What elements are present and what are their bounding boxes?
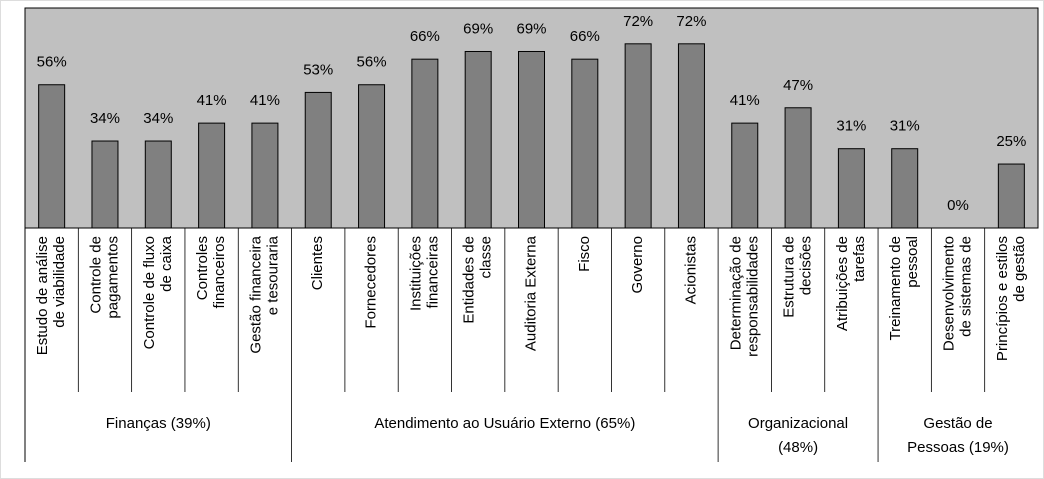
category-label: Gestão financeirae tesouraria [247,235,281,353]
bar [837,148,865,229]
category-label: Auditoria Externa [522,235,539,351]
bar [251,122,279,229]
group-label: Gestão de Pessoas (19%) [907,415,1009,456]
bar [624,43,652,229]
value-label: 31% [836,118,866,135]
bar [411,58,439,229]
bar [731,122,759,229]
value-label: 0% [947,197,969,214]
category-label: Acionistas [682,236,699,304]
category-label: Estudo de análisede viabilidade [34,236,68,355]
bar [144,140,172,229]
value-label: 69% [463,20,493,37]
category-label: Estrutura dedecisões [781,236,815,318]
value-label: 56% [357,54,387,71]
bar [358,84,386,229]
category-label: Determinação deresponsabilidades [727,236,761,357]
category-label: Fornecedores [363,236,380,329]
bar [997,163,1025,229]
category-label: Fisco [576,236,593,272]
value-label: 69% [516,20,546,37]
value-label: 66% [570,28,600,45]
category-label: Atribuições detarefas [834,236,868,331]
category-label: Princípios e estilosde gestão [994,236,1028,361]
bar [784,107,812,229]
category-label: Treinamento depessoal [887,236,921,341]
group-label: Atendimento ao Usuário Externo (65%) [374,415,635,432]
bar [198,122,226,229]
bar [518,50,545,229]
value-label: 34% [90,110,120,127]
category-label: Instituiçõesfinanceiras [407,236,441,311]
value-label: 34% [143,110,173,127]
value-label: 72% [676,13,706,30]
value-label: 53% [303,61,333,78]
bar [91,140,119,229]
bar [677,43,705,229]
group-label: Organizacional (48%) [748,415,848,456]
value-label: 31% [890,118,920,135]
value-label: 47% [783,77,813,94]
bar [464,50,492,229]
category-label: Controle de fluxode caixa [141,235,175,349]
value-label: 72% [623,13,653,30]
group-label: Finanças (39%) [106,415,211,432]
value-label: 41% [197,92,227,109]
value-label: 41% [250,92,280,109]
category-label: Controlesfinanceiros [194,236,228,309]
category-label: Governo [629,236,646,294]
category-label: Desenvolvimentode sistemas de [940,236,974,351]
value-label: 25% [996,133,1026,150]
bar [891,148,919,229]
category-label: Clientes [309,236,326,290]
bar [38,84,66,229]
category-label: Controle depagamentos [87,236,121,319]
value-label: 41% [730,92,760,109]
value-label: 66% [410,28,440,45]
value-label: 56% [37,54,67,71]
bar [571,58,599,229]
bar [304,91,332,229]
category-label: Entidades declasse [461,236,495,324]
